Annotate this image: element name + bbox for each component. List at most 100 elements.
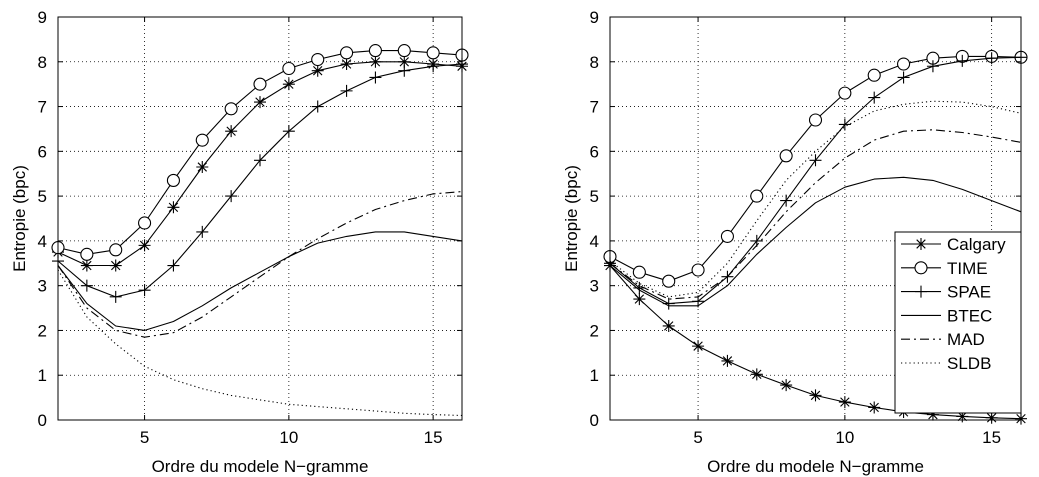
right-point-spae [868,91,881,104]
right-point-calgary [926,408,939,421]
left-ytick-label: 4 [38,232,47,251]
right-series-btec [609,176,1022,307]
right-ytick-label: 6 [590,142,599,161]
right-ytick-label: 9 [590,8,599,27]
left-point-spae [167,259,180,272]
right-point-calgary [809,389,822,402]
right-point-calgary [721,354,734,367]
left-point-time [224,102,238,116]
right-ytick-label: 4 [590,232,599,251]
right-xtick-label: 5 [693,428,702,447]
left-point-time [311,52,325,67]
left-point-spae [109,290,122,303]
right-point-spae [838,118,851,131]
left-point-spae [254,154,266,167]
right-point-time [632,265,646,279]
left-point-spae [398,64,411,77]
right-ytick-label: 0 [590,411,599,430]
right-plot: 0 1 2 3 4 5 6 7 8 9 5 10 15 Ordre du modele N−gramme E… [562,8,1028,476]
right-point-calgary [633,293,646,306]
left-plot-area [58,17,462,420]
left-point-spae [311,100,324,113]
legend-label-btec: BTEC [947,306,992,325]
left-point-calgary [398,55,411,68]
left-ytick-label: 8 [38,53,47,72]
left-xtick-label: 5 [140,428,149,447]
left-ytick-label: 7 [38,98,47,117]
right-point-time [867,68,881,82]
right-point-time [838,86,852,100]
left-line-sldb [57,269,463,417]
right-point-calgary [868,401,881,414]
left-point-spae [369,71,382,84]
right-point-time [808,113,823,127]
legend-label-calgary: Calgary [947,235,1006,254]
left-point-time [340,46,354,60]
right-point-time [720,229,734,243]
left-ytick-label: 1 [38,366,47,385]
left-ytick-label: 2 [38,321,47,340]
right-point-spae [985,52,998,65]
right-point-time [662,274,676,288]
right-point-spae [956,54,969,67]
right-ytick-label: 3 [590,277,599,296]
left-point-time [195,133,209,147]
right-xtick-label: 15 [982,428,1001,447]
left-point-spae [282,125,295,138]
left-axes-frame [57,16,463,421]
left-yaxis-label: Entropie (bpc) [10,165,29,272]
left-ytick-label: 0 [38,411,47,430]
right-series-mad [609,129,1022,300]
right-point-calgary [662,319,675,332]
legend-label-sldb: SLDB [947,354,991,373]
right-ytick-label: 5 [590,187,599,206]
legend-box [894,231,1022,414]
left-ytick-label: 9 [38,8,47,27]
right-point-spae [897,71,910,84]
left-point-time [138,216,152,230]
right-ytick-label: 1 [590,366,599,385]
right-line-btec [609,176,1022,307]
right-yaxis-label: Entropie (bpc) [562,165,581,272]
right-axes-frame [609,16,1022,421]
right-point-spae [809,154,822,167]
left-point-spae [80,279,93,292]
legend-marker-time [914,261,928,275]
legend-marker-spae [915,285,927,298]
right-point-calgary [692,340,705,353]
left-series-mad [57,191,463,338]
right-series-time [603,49,1028,288]
legend-marker-calgary [915,238,927,250]
right-point-calgary [750,368,763,381]
right-point-spae [780,194,793,207]
left-point-spae [225,190,238,203]
left-ytick-label: 3 [38,277,47,296]
left-point-time [426,46,440,60]
left-point-time [253,77,267,91]
left-xtick-label: 10 [279,428,298,447]
left-series-sldb [57,269,463,417]
legend: Calgary TIME SPAE BTEC MAD SLDB [894,231,1022,414]
left-point-spae [340,84,353,97]
left-point-spae [138,284,151,297]
left-point-calgary [225,125,238,138]
left-point-time [368,44,382,58]
right-line-mad [609,129,1022,300]
right-ytick-label: 2 [590,321,599,340]
left-point-calgary [138,239,151,252]
right-xtick-label: 10 [835,428,854,447]
left-point-calgary [340,58,353,71]
left-point-calgary [196,161,209,174]
left-ytick-label: 5 [38,187,47,206]
left-point-spae [196,225,209,238]
left-point-calgary [167,201,180,214]
left-point-spae [427,60,440,73]
left-point-time [282,61,296,76]
left-point-calgary [311,64,324,77]
right-point-time [691,263,705,277]
left-point-time [166,173,180,187]
right-point-time [750,189,764,203]
left-line-mad [57,191,463,338]
right-point-calgary [780,379,793,392]
